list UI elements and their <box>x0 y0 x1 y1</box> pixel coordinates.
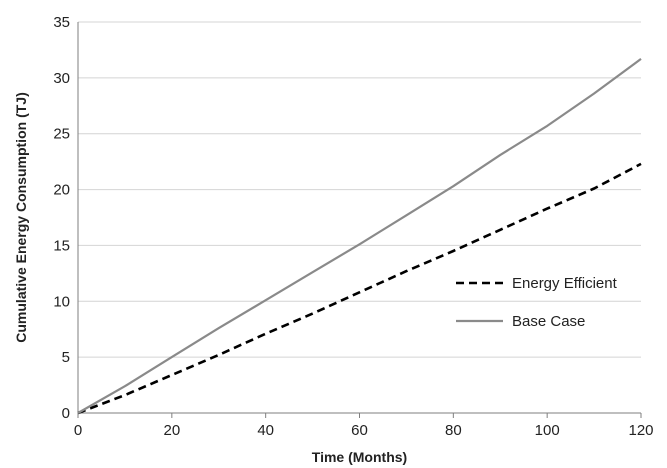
x-tick-label: 100 <box>535 422 560 439</box>
y-axis-title: Cumulative Energy Consumption (TJ) <box>13 92 29 342</box>
y-tick-label: 30 <box>53 70 70 87</box>
y-tick-label: 25 <box>53 126 70 143</box>
y-tick-label: 15 <box>53 237 70 254</box>
x-tick-label: 60 <box>351 422 368 439</box>
x-axis-title: Time (Months) <box>312 449 407 465</box>
x-tick-label: 80 <box>445 422 462 439</box>
y-tick-label: 35 <box>53 14 70 31</box>
legend: Energy Efficient Base Case <box>456 275 618 330</box>
axes <box>77 22 642 418</box>
series-line-energy-efficient <box>77 162 642 415</box>
x-tick-label: 120 <box>628 422 653 439</box>
x-tick-label: 40 <box>257 422 274 439</box>
x-tick-label: 0 <box>74 422 82 439</box>
y-tick-label: 5 <box>62 349 70 366</box>
y-tick-label: 10 <box>53 293 70 310</box>
x-tick-labels: 0 20 40 60 80 100 120 <box>74 422 654 439</box>
gridlines <box>78 21 641 358</box>
x-tick-label: 20 <box>163 422 180 439</box>
y-tick-label: 0 <box>62 405 70 422</box>
series-lines <box>77 58 642 415</box>
legend-label: Base Case <box>512 313 585 330</box>
series-line-base-case <box>77 58 642 414</box>
y-tick-label: 20 <box>53 182 70 199</box>
legend-label: Energy Efficient <box>512 275 618 292</box>
y-tick-labels: 0 5 10 15 20 25 30 35 <box>53 14 70 422</box>
